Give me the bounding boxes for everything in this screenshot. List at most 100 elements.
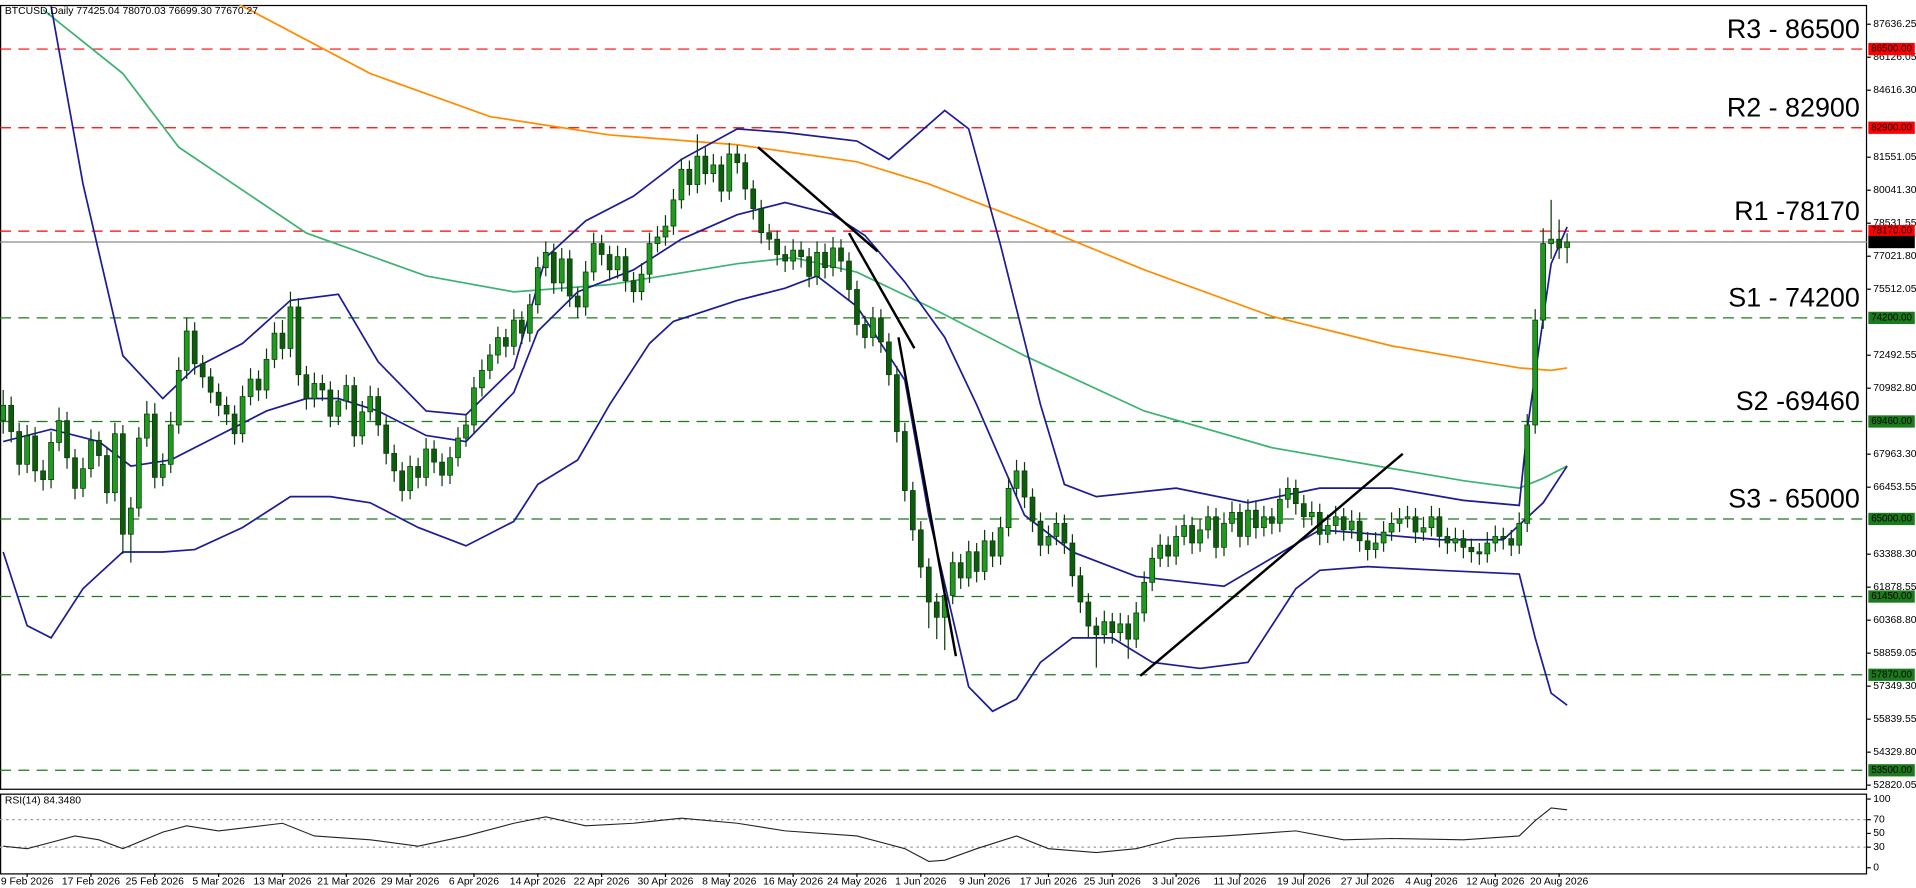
candle-body xyxy=(1013,470,1020,489)
candle-body xyxy=(654,236,661,244)
trendline xyxy=(897,337,958,657)
candle-body xyxy=(662,225,669,238)
candle-body xyxy=(311,383,318,400)
candle-body xyxy=(175,369,182,426)
candle-body xyxy=(1237,512,1243,537)
y-tick-label: 86126.05 xyxy=(1873,52,1916,63)
level-tag xyxy=(1868,415,1915,428)
y-tick-label: 70982.80 xyxy=(1873,383,1916,394)
candle-body xyxy=(598,243,605,255)
y-tick-label: 81551.05 xyxy=(1873,152,1916,163)
candle-body xyxy=(774,238,781,255)
candle-body xyxy=(806,256,812,277)
x-tick-label: 4 Aug 2026 xyxy=(1405,877,1458,888)
candle-body xyxy=(965,551,972,579)
candle-body xyxy=(120,433,126,535)
x-tick-label: 11 Jul 2026 xyxy=(1214,877,1267,888)
level-name: S1 - 74200 xyxy=(1728,283,1859,313)
level-tag-label: 74200.00 xyxy=(1871,312,1912,323)
candle-body xyxy=(1420,527,1427,533)
candle-body xyxy=(343,385,350,402)
candle-body xyxy=(303,374,310,400)
candle-body xyxy=(383,424,390,454)
candle-body xyxy=(207,376,214,393)
candle-body xyxy=(558,258,565,284)
candle-body xyxy=(1037,520,1044,546)
candle-body xyxy=(1356,520,1363,542)
rsi-tick-label: 0 xyxy=(1873,863,1879,874)
candle-body xyxy=(471,387,477,426)
x-tick-label: 1 Jun 2026 xyxy=(895,877,947,888)
candle-body xyxy=(1181,525,1187,537)
candle-body xyxy=(239,396,246,435)
level-name: R2 - 82900 xyxy=(1727,92,1860,122)
candle-body xyxy=(151,413,158,478)
candle-body xyxy=(1053,522,1060,537)
main-frame xyxy=(0,4,1868,790)
candle-body xyxy=(72,457,78,489)
candle-body xyxy=(8,404,15,432)
x-tick-label: 22 Apr 2026 xyxy=(574,877,630,888)
candle-body xyxy=(1277,498,1283,524)
candle-body xyxy=(678,168,685,201)
candle-body xyxy=(96,439,102,456)
candle-body xyxy=(1524,424,1531,524)
candle-body xyxy=(526,304,533,334)
candle-body xyxy=(463,424,469,439)
candle-body xyxy=(1556,238,1562,249)
rsi-tick-label: 50 xyxy=(1873,828,1885,839)
candle-body xyxy=(1205,516,1211,531)
candle-body xyxy=(638,273,645,293)
y-tick-label: 63388.30 xyxy=(1873,549,1916,560)
candle-body xyxy=(542,251,549,268)
candle-body xyxy=(1157,544,1164,559)
candle-body xyxy=(287,306,294,349)
candle-body xyxy=(1476,551,1483,555)
y-tick-label: 61878.55 xyxy=(1873,582,1916,593)
y-tick-label: 75512.05 xyxy=(1873,284,1916,295)
rsi-tick-label: 100 xyxy=(1873,794,1891,805)
candle-body xyxy=(686,168,693,185)
candle-body xyxy=(933,601,940,618)
candle-body xyxy=(1269,516,1275,524)
candle-body xyxy=(112,433,118,494)
candle-body xyxy=(1548,238,1554,244)
chart-title: BTCUSD,Daily 77425.04 78070.03 76699.30 … xyxy=(5,6,258,17)
rsi-tick-label: 70 xyxy=(1873,814,1885,825)
candle-body xyxy=(247,378,254,397)
level-tag xyxy=(1868,311,1915,325)
candle-body xyxy=(1372,542,1379,550)
candle-body xyxy=(710,164,717,175)
candle-body xyxy=(1332,516,1339,526)
indicator-line xyxy=(50,6,1568,507)
y-tick-label: 84616.30 xyxy=(1873,85,1916,96)
candle-body xyxy=(511,319,517,347)
candle-body xyxy=(734,153,741,164)
candle-body xyxy=(319,383,326,391)
candle-body xyxy=(1069,542,1076,577)
candle-body xyxy=(439,461,445,476)
x-tick-label: 25 Feb 2026 xyxy=(126,877,184,888)
candle-body xyxy=(1029,496,1036,522)
trendline xyxy=(1139,452,1404,677)
x-tick-label: 5 Mar 2026 xyxy=(192,877,245,888)
candle-body xyxy=(1229,512,1235,524)
level-tag xyxy=(1868,764,1915,777)
candle-body xyxy=(183,330,190,371)
candle-body xyxy=(750,188,757,209)
y-tick-label: 60368.80 xyxy=(1873,615,1916,626)
indicator-line xyxy=(238,4,1568,372)
candle-body xyxy=(88,439,94,470)
candle-body xyxy=(1149,557,1156,583)
candle-body xyxy=(1452,538,1459,544)
candle-body xyxy=(822,251,828,268)
candle-body xyxy=(1284,487,1291,500)
candle-body xyxy=(279,332,286,349)
x-tick-label: 12 Aug 2026 xyxy=(1466,877,1524,888)
level-tag-label: 69460.00 xyxy=(1871,416,1912,427)
candle-body xyxy=(40,470,46,480)
candle-body xyxy=(718,164,725,192)
candle-body xyxy=(1045,536,1052,546)
x-tick-label: 13 Mar 2026 xyxy=(253,877,311,888)
